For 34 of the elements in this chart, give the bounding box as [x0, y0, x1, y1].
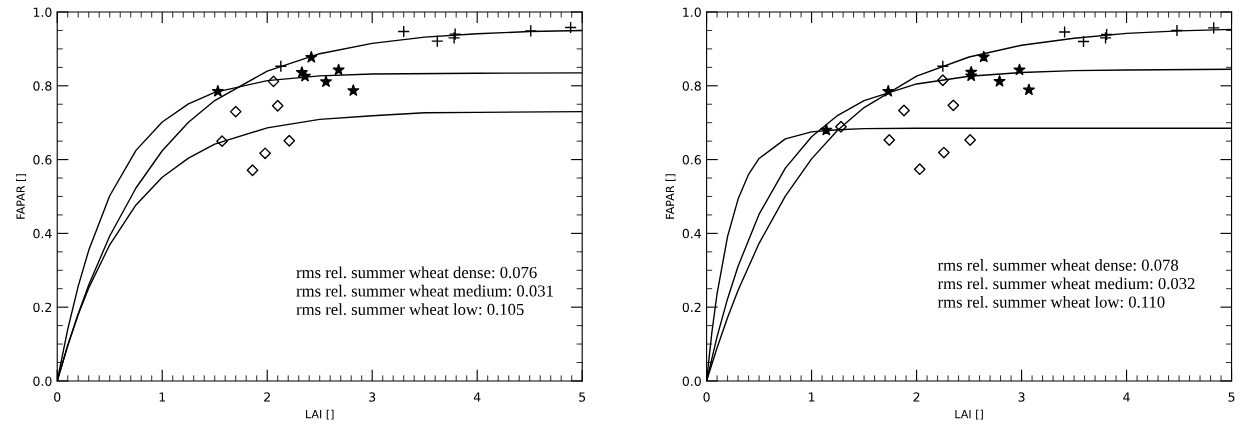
y-tick-label: 0.8	[682, 81, 701, 91]
y-tick-label: 0.8	[33, 81, 52, 91]
y-tick-label: 1.0	[33, 7, 52, 17]
x-tick-label: 0	[703, 392, 710, 402]
x-tick-label: 4	[1123, 392, 1130, 402]
annotation: rms rel. summer wheat dense: 0.076	[296, 266, 537, 279]
x-tick-label: 1	[159, 392, 166, 402]
x-tick-label: 2	[264, 392, 270, 402]
x-tick-label: 3	[1018, 392, 1025, 402]
y-tick-label: 0.4	[682, 228, 702, 239]
x-tick-label: 1	[808, 392, 815, 402]
annotation: rms rel. summer wheat low: 0.105	[296, 303, 524, 316]
y-axis-title: FAPAR []	[16, 174, 27, 219]
y-tick-label: 0.2	[682, 302, 701, 313]
x-tick-label: 3	[369, 392, 376, 402]
y-tick-label: 0.6	[682, 155, 701, 165]
y-tick-label: 0.6	[33, 155, 52, 165]
annotation: rms rel. summer wheat dense: 0.078	[937, 259, 1179, 271]
y-tick-label: 0.0	[682, 376, 701, 386]
x-tick-label: 5	[579, 392, 586, 402]
x-tick-label: 4	[473, 392, 481, 402]
y-tick-label: 0.4	[33, 228, 52, 239]
y-axis-title: FAPAR []	[665, 174, 676, 219]
x-axis-title: LAI []	[306, 409, 334, 420]
annotation: rms rel. summer wheat medium: 0.031	[296, 284, 553, 297]
annotation: rms rel. summer wheat medium: 0.032	[937, 277, 1195, 290]
x-axis-title: LAI []	[955, 409, 983, 420]
x-tick-label: 2	[913, 392, 920, 402]
y-tick-label: 1.0	[683, 7, 701, 17]
y-tick-label: 0.2	[33, 302, 52, 313]
x-tick-label: 5	[1228, 392, 1235, 402]
y-tick-label: 0.0	[33, 376, 52, 386]
annotation: rms rel. summer wheat low: 0.110	[937, 295, 1165, 308]
x-tick-label: 0	[54, 392, 61, 402]
